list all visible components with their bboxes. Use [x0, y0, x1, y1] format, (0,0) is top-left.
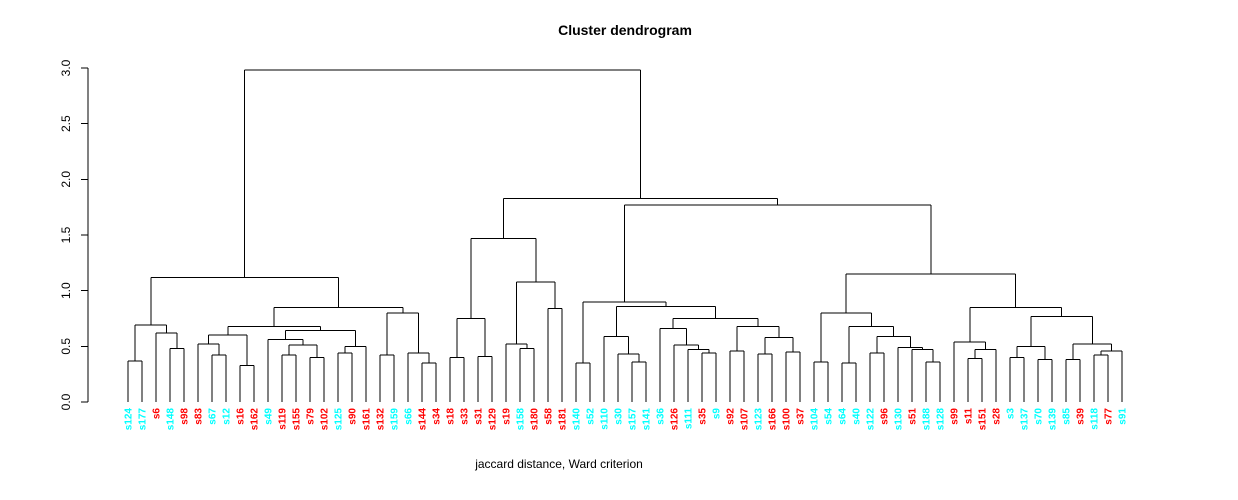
leaf-label: s181	[558, 408, 569, 431]
y-tick-label: 2.0	[59, 171, 73, 188]
leaf-label: s39	[1076, 408, 1087, 425]
leaf-label: s40	[852, 408, 863, 425]
leaf-label: s11	[964, 408, 975, 425]
leaf-label: s91	[1118, 408, 1129, 425]
leaf-label: s155	[292, 408, 303, 431]
leaf-label: s12	[222, 408, 233, 425]
leaf-label: s64	[838, 408, 849, 425]
leaf-label: s28	[992, 408, 1003, 425]
leaf-label: s99	[950, 408, 961, 425]
leaf-label: s129	[488, 408, 499, 431]
leaf-label: s159	[390, 408, 401, 431]
leaf-label: s137	[1020, 408, 1031, 431]
y-axis: 0.0 0.5 1.0 1.5 2.0 2.5 3.0	[59, 59, 89, 410]
leaf-label: s9	[712, 408, 723, 420]
y-tick-label: 1.5	[59, 226, 73, 243]
leaf-label: s180	[530, 408, 541, 431]
leaf-label: s83	[194, 408, 205, 425]
leaf-label: s132	[376, 408, 387, 431]
leaf-label: s140	[572, 408, 583, 431]
leaf-label: s158	[516, 408, 527, 431]
leaf-label: s36	[656, 408, 667, 425]
leaf-label: s122	[866, 408, 877, 431]
leaf-label: s30	[614, 408, 625, 425]
leaf-label: s90	[348, 408, 359, 425]
leaf-label: s107	[740, 408, 751, 431]
leaf-label: s128	[936, 408, 947, 431]
leaf-label: s119	[278, 408, 289, 430]
leaf-label: s100	[782, 408, 793, 431]
leaf-label: s111	[684, 408, 695, 430]
leaf-label: s141	[642, 408, 653, 431]
leaf-label: s51	[908, 408, 919, 425]
leaf-label: s125	[334, 408, 345, 431]
leaf-label: s49	[264, 408, 275, 425]
leaf-label: s166	[768, 408, 779, 431]
leaf-label: s102	[320, 408, 331, 431]
leaf-label: s104	[810, 408, 821, 431]
leaf-label: s157	[628, 408, 639, 431]
y-tick-label: 3.0	[59, 59, 73, 76]
leaf-label: s70	[1034, 408, 1045, 425]
leaf-label: s6	[152, 408, 163, 420]
leaf-label: s34	[432, 408, 443, 425]
leaf-labels: s124 s177 s6 s148 s98 s83 s67 s12 s16 s162 s49 s119…	[124, 408, 1129, 431]
leaf-label: s18	[446, 408, 457, 425]
leaf-label: s162	[250, 408, 261, 431]
leaf-label: s123	[754, 408, 765, 431]
y-tick-label: 0.0	[59, 393, 73, 410]
leaf-label: s77	[1104, 408, 1115, 425]
leaf-label: s52	[586, 408, 597, 425]
leaf-label: s124	[124, 408, 135, 431]
x-axis-label: jaccard distance, Ward criterion	[474, 457, 643, 471]
y-tick-label: 0.5	[59, 338, 73, 355]
leaf-label: s31	[474, 408, 485, 425]
leaf-label: s139	[1048, 408, 1059, 431]
leaf-label: s33	[460, 408, 471, 425]
leaf-label: s151	[978, 408, 989, 431]
leaf-label: s66	[404, 408, 415, 425]
leaf-label: s118	[1090, 408, 1101, 430]
leaf-label: s96	[880, 408, 891, 425]
leaf-label: s126	[670, 408, 681, 431]
leaf-label: s79	[306, 408, 317, 425]
y-tick-label: 1.0	[59, 282, 73, 299]
leaf-label: s3	[1006, 408, 1017, 420]
leaf-label: s85	[1062, 408, 1073, 425]
leaf-label: s188	[922, 408, 933, 431]
leaf-label: s16	[236, 408, 247, 425]
leaf-label: s148	[166, 408, 177, 431]
leaf-label: s110	[600, 408, 611, 430]
chart-title: Cluster dendrogram	[558, 22, 692, 38]
leaf-label: s19	[502, 408, 513, 425]
leaf-label: s92	[726, 408, 737, 425]
leaf-label: s144	[418, 408, 429, 431]
leaf-label: s67	[208, 408, 219, 425]
leaf-label: s35	[698, 408, 709, 425]
leaf-label: s37	[796, 408, 807, 425]
leaf-label: s98	[180, 408, 191, 425]
dendrogram-branches	[127, 69, 1123, 402]
leaf-label: s161	[362, 408, 373, 431]
leaf-label: s58	[544, 408, 555, 425]
leaf-label: s54	[824, 408, 835, 425]
leaf-label: s130	[894, 408, 905, 431]
y-tick-label: 2.5	[59, 115, 73, 132]
leaf-label: s177	[138, 408, 149, 431]
